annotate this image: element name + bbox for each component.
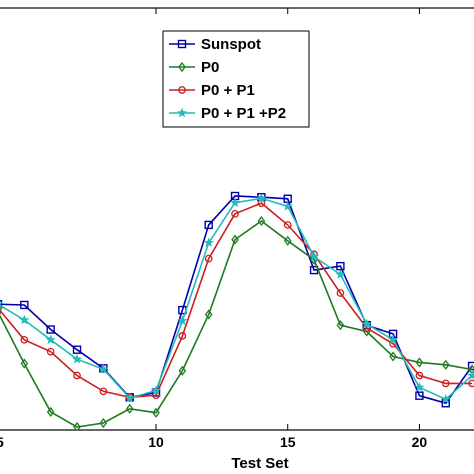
series-line bbox=[0, 221, 472, 427]
series-1 bbox=[0, 217, 474, 431]
legend-label: Sunspot bbox=[201, 36, 261, 53]
series-0 bbox=[0, 193, 474, 407]
x-tick-label: 10 bbox=[148, 434, 164, 450]
legend-label: P0 + P1 bbox=[201, 82, 255, 99]
legend-label: P0 + P1 +P2 bbox=[201, 105, 286, 122]
series-2 bbox=[0, 200, 474, 401]
x-tick-label: 20 bbox=[412, 434, 428, 450]
legend: Sunspot P0 P0 + P1 P0 + P1 +P2 bbox=[163, 31, 309, 127]
series-3 bbox=[0, 194, 474, 402]
x-tick-label: 15 bbox=[280, 434, 296, 450]
x-axis-title: Test Set bbox=[231, 455, 288, 472]
series-line bbox=[0, 196, 472, 403]
legend-label: P0 bbox=[201, 59, 219, 76]
series-layer bbox=[0, 193, 474, 432]
x-tick-label-clipped: 5 bbox=[0, 434, 4, 450]
series-line bbox=[0, 203, 472, 397]
